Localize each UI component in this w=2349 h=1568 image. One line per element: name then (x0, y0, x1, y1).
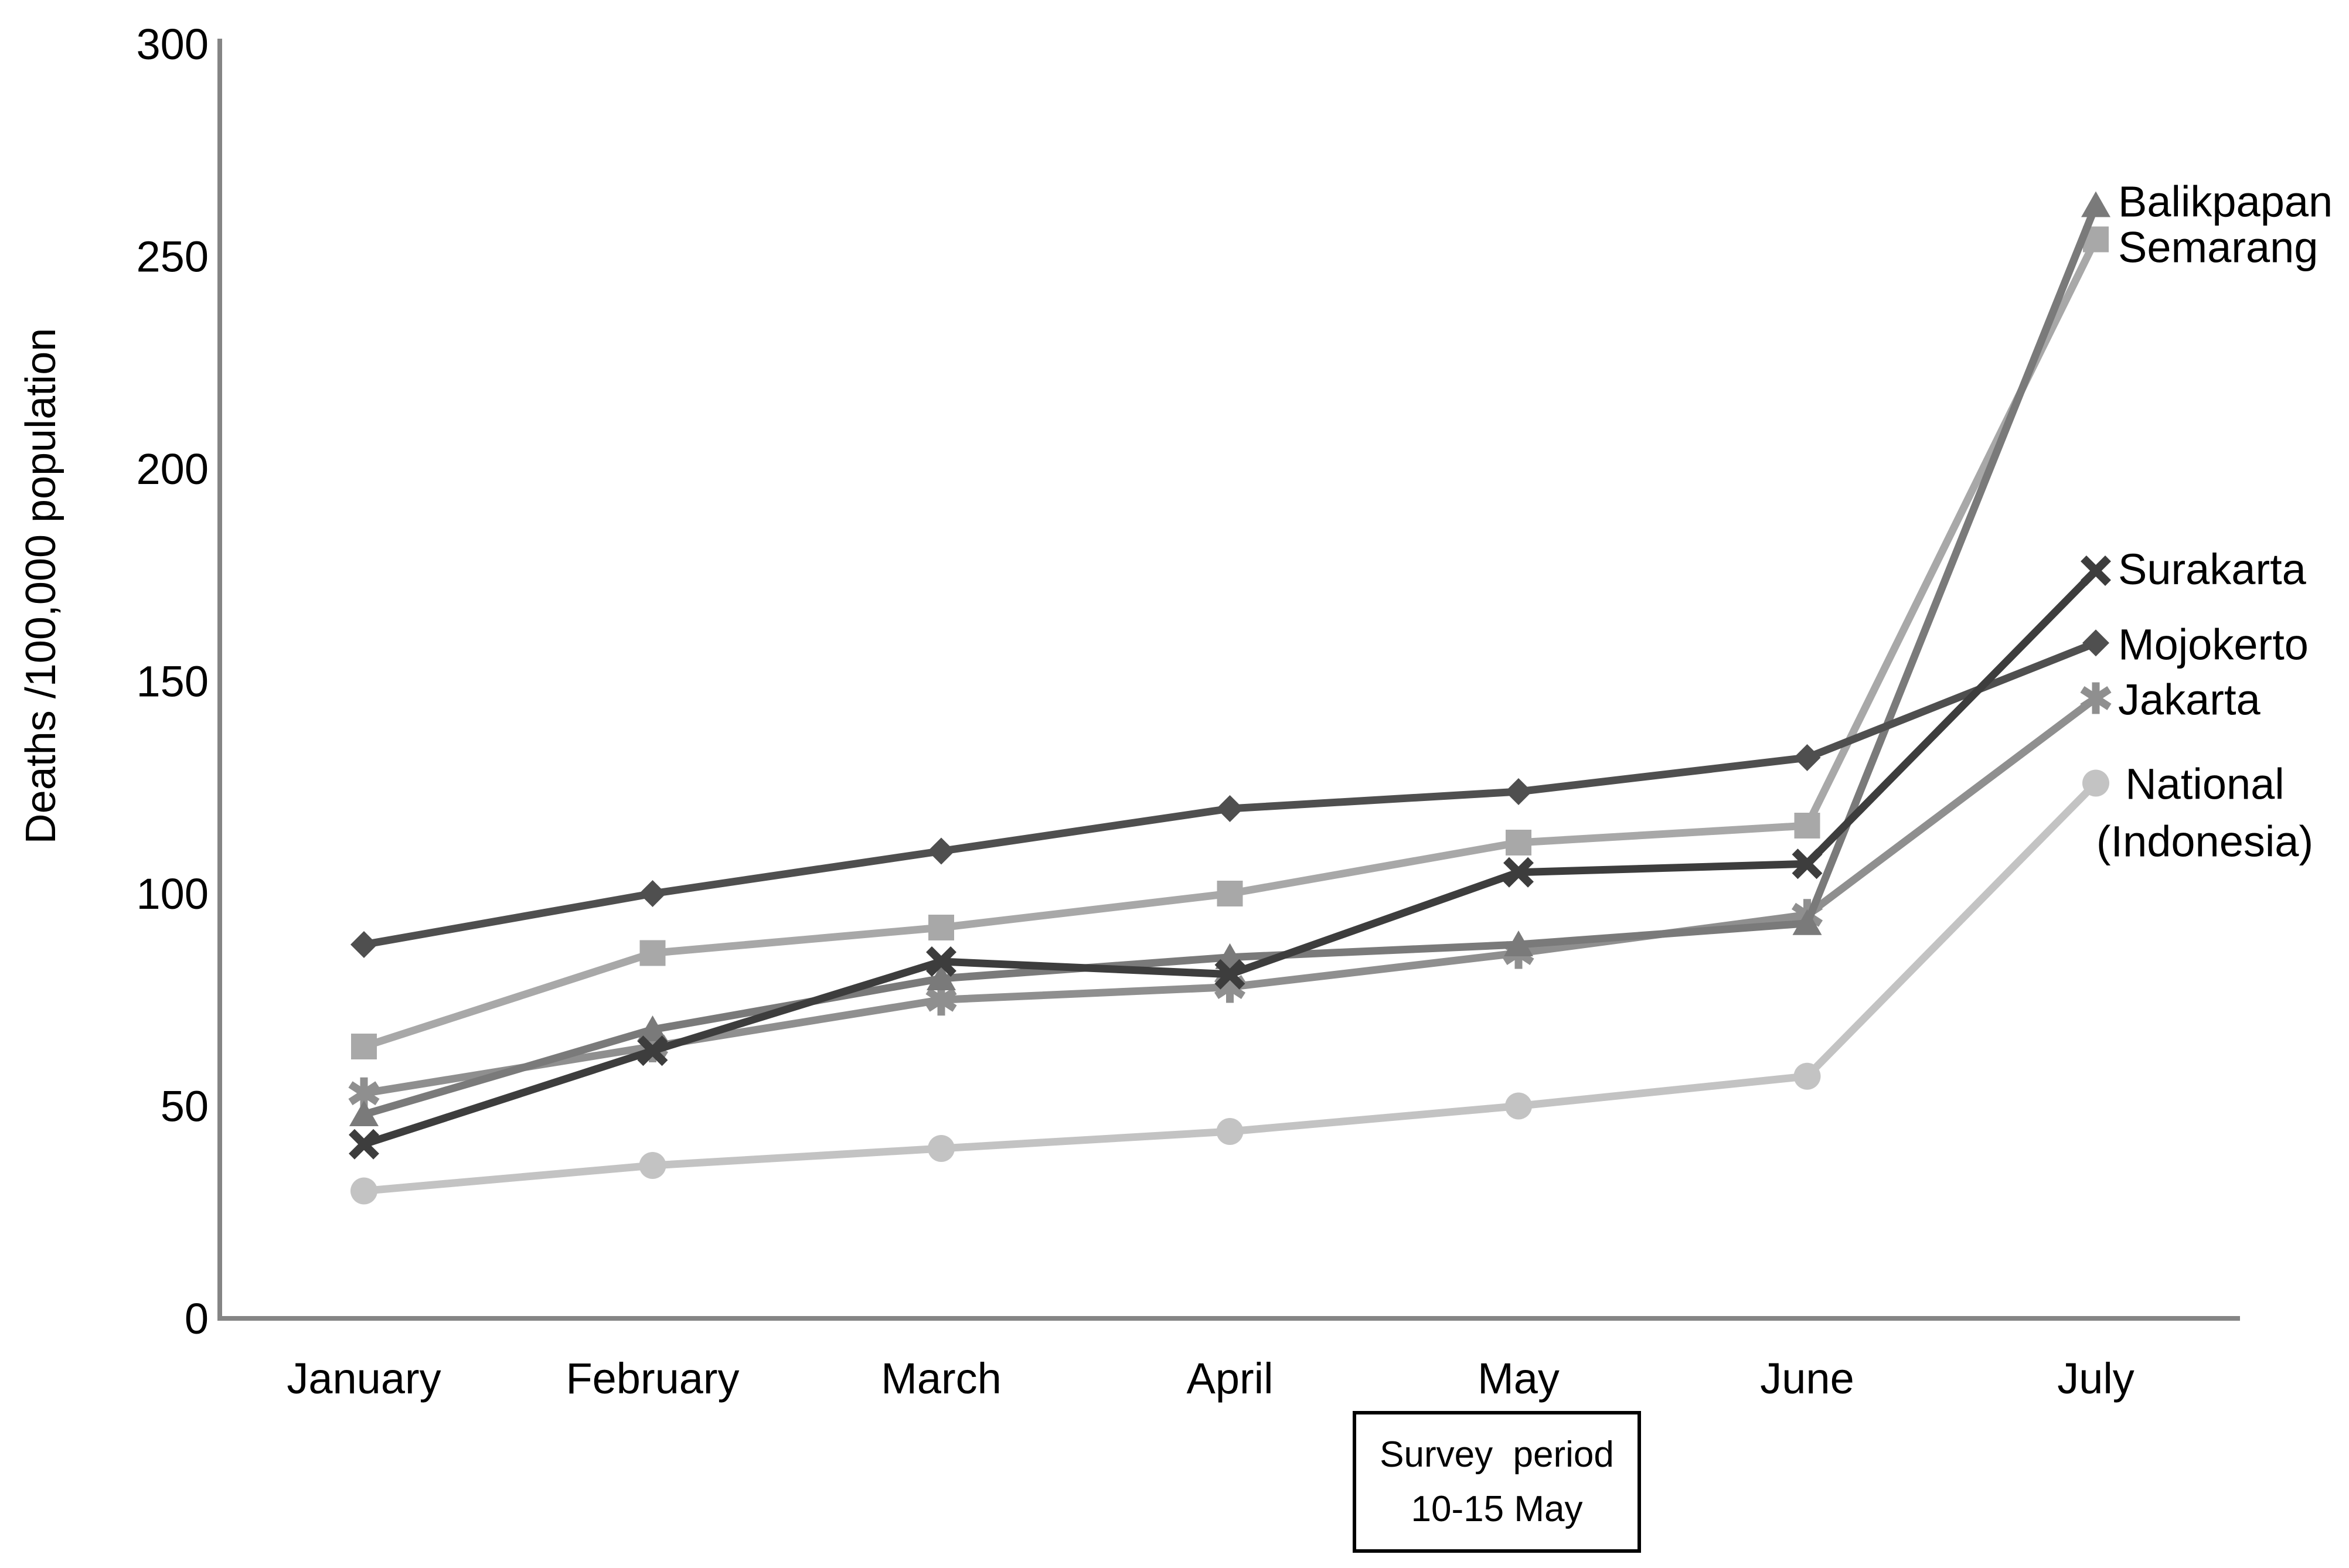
y-tick-label-50: 50 (161, 1082, 209, 1131)
marker-circle-national-indonesia-march (928, 1135, 955, 1162)
survey-period-annotation-box: Survey period 10-15 May (1353, 1411, 1641, 1553)
series-label-balikpapan: Balikpapan (2118, 178, 2333, 226)
marker-circle-national-indonesia-june (1793, 1062, 1821, 1090)
marker-square-semarang-february (639, 940, 666, 966)
marker-square-semarang-january (351, 1034, 377, 1059)
x-tick-label-may: May (1478, 1354, 1560, 1403)
x-tick-label-february: February (566, 1354, 739, 1403)
marker-circle-national-indonesia-february (639, 1152, 666, 1179)
marker-diamond-mojokerto-april (1216, 795, 1244, 822)
marker-diamond-mojokerto-march (928, 837, 955, 865)
x-tick-label-january: January (287, 1354, 441, 1403)
marker-x-surakarta-january (349, 1129, 379, 1160)
marker-triangle-balikpapan-january (349, 1100, 379, 1126)
series-label-semarang: Semarang (2118, 223, 2318, 272)
series-label-mojokerto: Mojokerto (2118, 620, 2309, 669)
marker-diamond-mojokerto-may (1505, 778, 1532, 805)
marker-triangle-balikpapan-march (927, 964, 956, 990)
marker-x-surakarta-june (1792, 848, 1823, 880)
marker-square-semarang-may (1506, 830, 1531, 855)
marker-triangle-balikpapan-june (1792, 909, 1822, 935)
y-axis-title: Deaths /100,000 population (18, 328, 64, 844)
marker-triangle-balikpapan-february (638, 1015, 668, 1041)
series-label-jakarta: Jakarta (2118, 676, 2261, 724)
y-tick-label-0: 0 (185, 1294, 209, 1343)
marker-x-surakarta-may (1503, 857, 1534, 888)
marker-diamond-mojokerto-january (350, 931, 377, 958)
marker-circle-national-indonesia-may (1505, 1092, 1532, 1120)
series-label-surakarta: Surakarta (2118, 545, 2307, 594)
x-tick-label-july: July (2057, 1354, 2134, 1403)
marker-circle-national-indonesia-april (1216, 1118, 1244, 1145)
y-tick-label-100: 100 (137, 870, 209, 918)
y-tick-label-200: 200 (137, 445, 209, 493)
y-tick-label-300: 300 (137, 20, 209, 69)
survey-period-line2: 10-15 May (1411, 1489, 1583, 1529)
series-line-semarang (360, 236, 2100, 1051)
marker-triangle-balikpapan-july (2081, 191, 2110, 217)
marker-x-surakarta-february (637, 1035, 668, 1066)
series-label-national-indonesia-line2: (Indonesia) (2096, 817, 2313, 866)
marker-square-semarang-june (1794, 813, 1820, 838)
marker-square-semarang-april (1217, 881, 1243, 906)
survey-period-line1: Survey period (1380, 1434, 1614, 1475)
x-tick-label-june: June (1760, 1354, 1854, 1403)
y-tick-label-250: 250 (137, 233, 209, 281)
marker-asterisk-jakarta-july (2080, 682, 2112, 714)
x-tick-label-march: March (881, 1354, 1002, 1403)
marker-circle-national-indonesia-july (2082, 769, 2109, 797)
marker-diamond-mojokerto-february (639, 880, 666, 907)
marker-diamond-mojokerto-june (1793, 744, 1821, 771)
marker-x-surakarta-july (2081, 555, 2111, 586)
marker-diamond-mojokerto-july (2082, 629, 2109, 657)
series-label-national-indonesia: National (2125, 760, 2285, 809)
marker-square-semarang-march (928, 915, 954, 940)
marker-x-surakarta-march (926, 946, 956, 977)
y-tick-label-150: 150 (137, 657, 209, 706)
marker-x-surakarta-april (1214, 959, 1245, 990)
x-tick-label-april: April (1186, 1354, 1273, 1403)
marker-triangle-balikpapan-may (1504, 930, 1533, 956)
marker-circle-national-indonesia-january (350, 1177, 377, 1205)
